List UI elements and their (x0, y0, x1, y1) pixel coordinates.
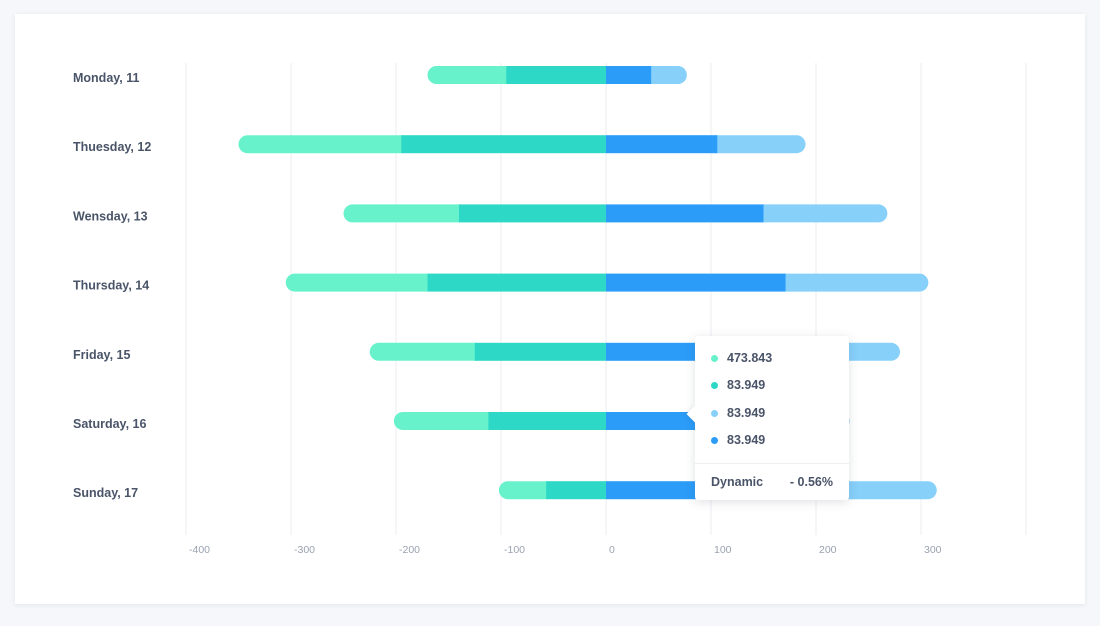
tooltip-value: 83.949 (727, 433, 766, 447)
tooltip-dot (711, 436, 718, 444)
tooltip-row: 473.843 (711, 350, 772, 366)
chart-card (15, 14, 1085, 604)
bar-segment (506, 66, 606, 84)
x-tick-label: 100 (714, 544, 732, 556)
bar-segment (369, 342, 484, 361)
category-label: Saturday, 16 (73, 417, 146, 431)
bar-segment (427, 273, 606, 292)
bar-segment (238, 135, 411, 154)
bar-segment (498, 481, 556, 500)
bar-segment (427, 66, 516, 84)
tooltip-value: 83.949 (727, 378, 766, 392)
bar-segment (642, 66, 687, 84)
bar-segment (393, 412, 498, 430)
bar-segment (606, 273, 786, 292)
bar-segment (606, 135, 718, 154)
category-label: Wensday, 13 (73, 209, 148, 223)
tooltip-row: 83.949 (711, 405, 765, 421)
tooltip-dot (711, 409, 718, 417)
bar-segment (776, 273, 929, 292)
x-tick-label: 0 (609, 544, 615, 556)
x-tick-label: -200 (399, 544, 420, 556)
bar-segment (546, 481, 606, 500)
bar-segment (708, 135, 806, 154)
tooltip-footer-value: - 0.56% (789, 475, 833, 489)
bar-segment (606, 204, 764, 223)
bar-segment (754, 204, 888, 223)
bar-segment (401, 135, 606, 154)
x-tick-label: 200 (819, 544, 837, 556)
bar-segment (488, 412, 606, 430)
bar-segment (474, 342, 606, 361)
data-tooltip: 473.843 83.949 83.949 83.949 Dynamic - 0… (686, 336, 849, 501)
tooltip-row: 83.949 (711, 432, 765, 448)
bar-segment (285, 273, 437, 292)
tooltip-value: 83.949 (727, 406, 766, 420)
tooltip-dot (711, 354, 718, 362)
tooltip-footer: Dynamic - 0.56% (695, 463, 849, 501)
bar-segment (606, 342, 722, 361)
category-label: Sunday, 17 (73, 486, 138, 500)
tooltip-footer-label: Dynamic (711, 475, 764, 489)
x-tick-label: -300 (294, 544, 315, 556)
tooltip-row: 83.949 (711, 377, 765, 393)
bar-segment (343, 204, 468, 223)
category-label: Friday, 15 (73, 348, 130, 362)
bar-segment (606, 481, 722, 500)
x-tick-label: -400 (189, 544, 210, 556)
x-tick-label: -100 (504, 544, 525, 556)
bar-segment (459, 204, 606, 223)
bar-segment (606, 66, 652, 84)
tooltip-value: 473.843 (727, 351, 773, 365)
category-label: Thursday, 14 (73, 279, 149, 293)
tooltip-dot (711, 381, 718, 389)
x-tick-label: 300 (924, 544, 942, 556)
category-label: Monday, 11 (73, 71, 140, 85)
category-label: Thuesday, 12 (73, 140, 151, 154)
